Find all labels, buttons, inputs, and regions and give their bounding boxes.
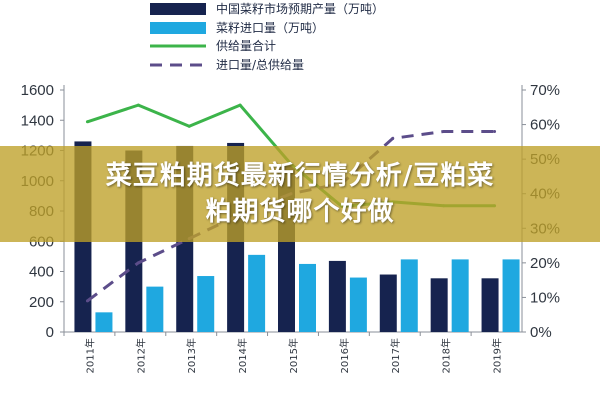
legend-label-2: 菜籽进口量（万吨） <box>216 21 324 35</box>
banner-line-1: 菜豆粕期货最新行情分析/豆粕菜 <box>105 161 495 191</box>
import-bar-3 <box>197 276 215 332</box>
x-tick-label: 2018年 <box>440 338 453 373</box>
x-tick-label: 2012年 <box>134 338 147 373</box>
title-banner: 菜豆粕期货最新行情分析/豆粕菜 粕期货哪个好做 <box>0 146 600 242</box>
banner-line-2: 粕期货哪个好做 <box>205 197 395 227</box>
import-bar-2 <box>146 286 164 332</box>
x-tick-label: 2019年 <box>491 338 504 373</box>
x-tick-label: 2015年 <box>287 338 300 373</box>
import-bar-9 <box>502 259 520 332</box>
supply-total-point-2 <box>136 103 140 107</box>
production-bar-9 <box>481 278 499 332</box>
y-left-tick-label: 400 <box>29 264 54 281</box>
production-bar-8 <box>430 278 448 332</box>
import-ratio-point-2 <box>136 261 140 265</box>
import-bar-7 <box>400 259 418 332</box>
x-tick-label: 2014年 <box>236 338 249 373</box>
legend-swatch-2 <box>150 22 206 34</box>
y-right-tick-label: 70% <box>530 82 560 99</box>
import-bar-4 <box>248 254 266 332</box>
y-right-tick-label: 0% <box>530 324 552 341</box>
y-right-tick-label: 20% <box>530 255 560 272</box>
legend-label-1: 中国菜籽市场预期产量（万吨） <box>216 1 384 16</box>
production-bar-6 <box>328 260 346 332</box>
supply-total-point-4 <box>238 103 242 107</box>
y-left-tick-label: 1600 <box>21 82 54 99</box>
x-tick-label: 2016年 <box>338 338 351 373</box>
y-left-tick-label: 0 <box>46 324 54 341</box>
y-left-tick-label: 1400 <box>21 112 54 129</box>
supply-total-point-1 <box>85 120 89 124</box>
import-ratio-point-7 <box>391 136 395 140</box>
y-right-tick-label: 10% <box>530 289 560 306</box>
legend-swatch-1 <box>150 3 206 15</box>
import-ratio-point-9 <box>493 129 497 133</box>
x-tick-label: 2013年 <box>185 338 198 373</box>
legend-label-3: 供给量合计 <box>216 38 276 53</box>
y-right-tick-label: 60% <box>530 117 560 134</box>
x-tick-label: 2017年 <box>389 338 402 373</box>
import-bar-8 <box>451 259 469 332</box>
import-bar-6 <box>349 277 367 332</box>
x-tick-label: 2011年 <box>83 338 96 373</box>
import-bar-1 <box>95 312 113 332</box>
production-bar-7 <box>379 274 397 332</box>
import-ratio-point-1 <box>85 299 89 303</box>
supply-total-point-3 <box>187 124 191 128</box>
legend-label-4: 进口量/总供给量 <box>216 58 304 72</box>
y-left-tick-label: 200 <box>29 294 54 311</box>
import-bar-5 <box>299 263 316 332</box>
import-ratio-point-8 <box>442 129 446 133</box>
